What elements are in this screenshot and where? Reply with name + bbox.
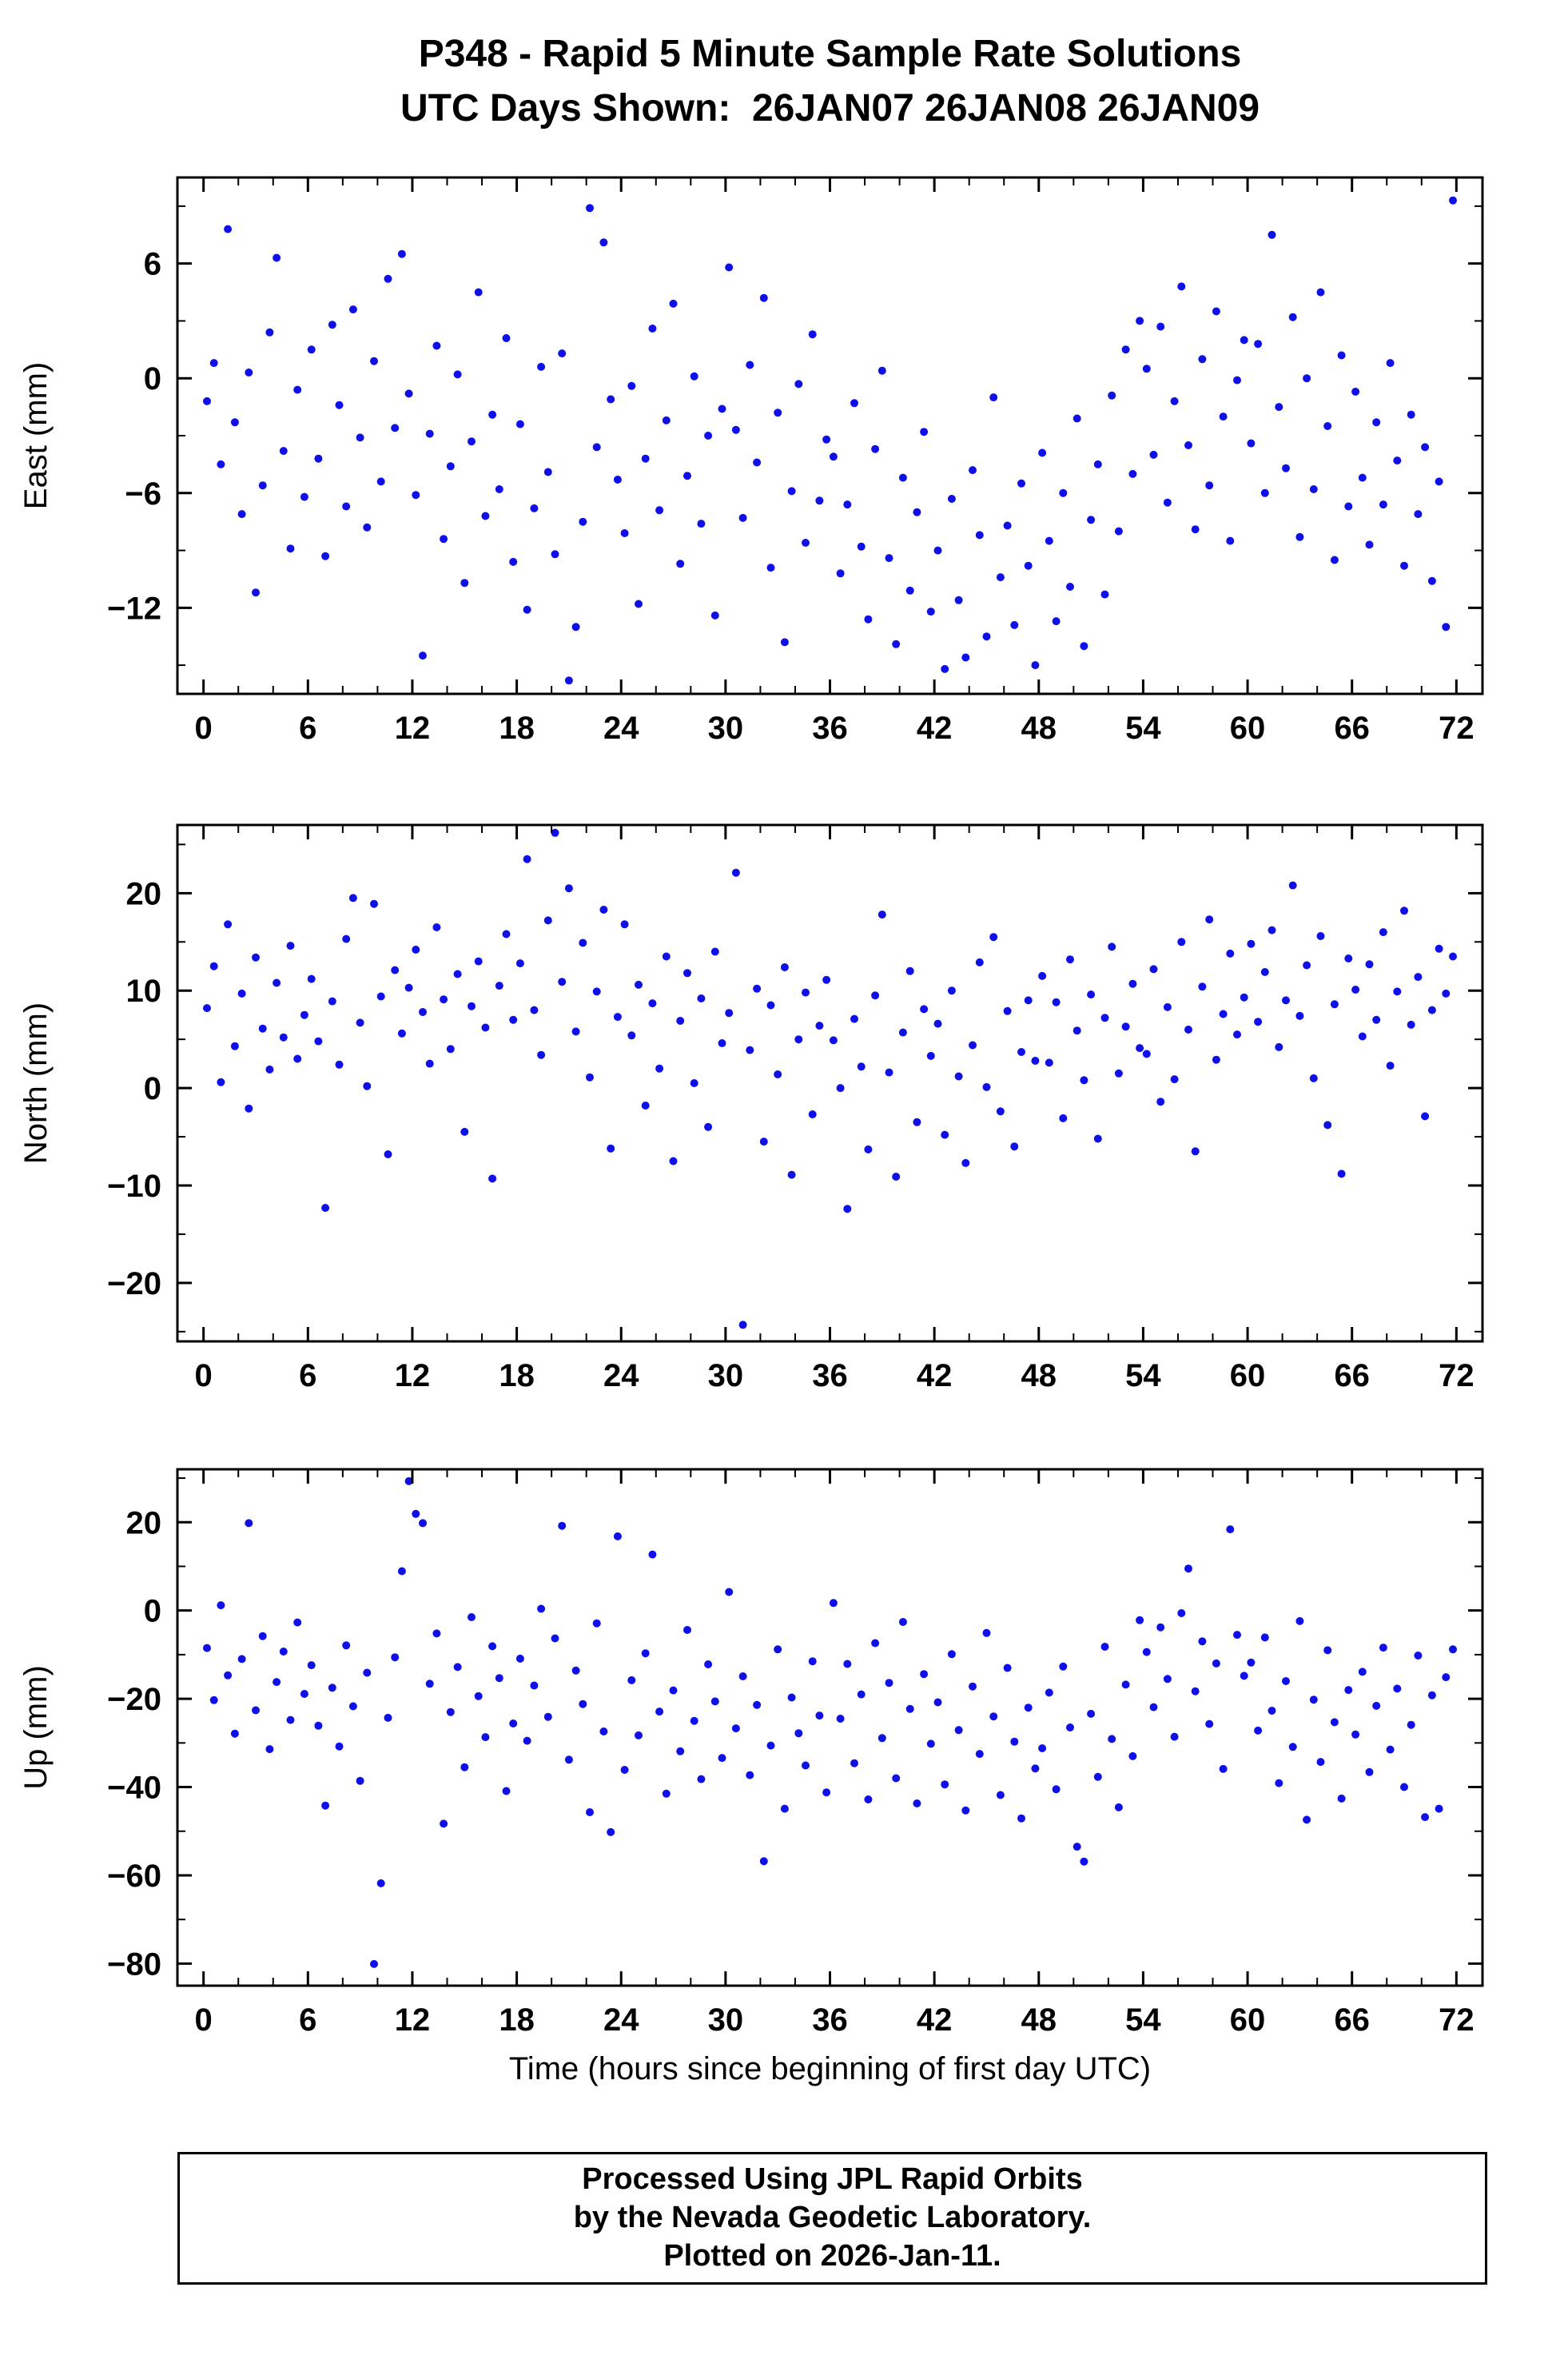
x-tick-label: 6 — [299, 1358, 316, 1393]
plot-frame — [176, 176, 1484, 695]
x-tick-label: 30 — [708, 1358, 744, 1393]
y-tick-label: −20 — [107, 1266, 161, 1301]
x-tick-label: 12 — [395, 1358, 431, 1393]
x-tick-label: 72 — [1439, 2002, 1474, 2038]
x-tick-label: 36 — [812, 1358, 848, 1393]
y-tick-label: 20 — [126, 876, 162, 911]
plot-frame — [176, 1468, 1484, 1987]
x-tick-label: 72 — [1439, 711, 1474, 746]
x-tick-label: 18 — [499, 2002, 535, 2038]
major-ticks — [177, 1469, 1482, 1986]
footer-line-1: Processed Using JPL Rapid Orbits — [582, 2162, 1083, 2197]
x-tick-label: 60 — [1230, 1358, 1266, 1393]
x-tick-label: 60 — [1230, 2002, 1266, 2038]
y-tick-label: 0 — [144, 361, 161, 396]
x-tick-label: 12 — [395, 2002, 431, 2038]
x-tick-label: 30 — [708, 2002, 744, 2038]
x-tick-label: 54 — [1125, 711, 1161, 746]
x-tick-label: 42 — [917, 2002, 953, 2038]
x-tick-label: 0 — [195, 2002, 213, 2038]
x-tick-label: 42 — [917, 1358, 953, 1393]
x-tick-label: 24 — [603, 2002, 639, 2038]
x-tick-label: 54 — [1125, 2002, 1161, 2038]
x-tick-label: 66 — [1334, 1358, 1370, 1393]
scatter-points — [203, 828, 1457, 1329]
minor-ticks — [177, 177, 1482, 694]
x-tick-label: 54 — [1125, 1358, 1161, 1393]
x-tick-label: 24 — [603, 711, 639, 746]
y-tick-label: −40 — [107, 1771, 161, 1806]
plot-subtitle: UTC Days Shown: 26JAN07 26JAN08 26JAN09 — [400, 87, 1260, 130]
x-tick-label: 66 — [1334, 2002, 1370, 2038]
x-tick-label: 12 — [395, 711, 431, 746]
x-tick-label: 6 — [299, 711, 316, 746]
x-tick-label: 24 — [603, 1358, 639, 1393]
up-component-chart: 0 6 12 18 24 30 36 42 48 54 60 66 72 −80 −60 −40 −20 0 20 U… — [18, 1468, 1484, 2038]
x-tick-label: 18 — [499, 711, 535, 746]
y-tick-label: 6 — [144, 247, 161, 282]
x-tick-label: 42 — [917, 711, 953, 746]
major-ticks — [177, 825, 1482, 1341]
y-tick-label: 10 — [126, 974, 162, 1009]
footer-line-3: Plotted on 2026-Jan-11. — [663, 2238, 1001, 2273]
y-tick-label: 20 — [126, 1505, 162, 1540]
y-axis-label: East (mm) — [18, 362, 54, 509]
x-tick-label: 48 — [1021, 1358, 1057, 1393]
x-tick-label: 6 — [299, 2002, 316, 2038]
y-tick-label: −10 — [107, 1169, 161, 1204]
y-axis-label: North (mm) — [18, 1002, 54, 1164]
y-tick-label: −12 — [107, 591, 161, 626]
major-ticks — [177, 177, 1482, 694]
x-tick-label: 36 — [812, 711, 848, 746]
x-axis-label: Time (hours since beginning of first day… — [508, 2051, 1152, 2086]
y-tick-label: −60 — [107, 1859, 161, 1894]
footer-line-2: by the Nevada Geodetic Laboratory. — [573, 2201, 1092, 2235]
x-tick-label: 66 — [1334, 711, 1370, 746]
y-tick-label: −80 — [107, 1947, 161, 1982]
minor-ticks — [177, 825, 1482, 1341]
x-tick-label: 30 — [708, 711, 744, 746]
x-tick-label: 60 — [1230, 711, 1266, 746]
x-tick-label: 0 — [195, 711, 213, 746]
north-component-chart: 0 6 12 18 24 30 36 42 48 54 60 66 72 −20 −10 0 10 20 North… — [18, 823, 1484, 1393]
y-tick-label: −6 — [125, 476, 161, 512]
footer-box: Processed Using JPL Rapid Orbits by the … — [177, 2152, 1487, 2285]
y-tick-label: 0 — [144, 1594, 161, 1629]
y-tick-label: −20 — [107, 1682, 161, 1717]
x-tick-label: 18 — [499, 1358, 535, 1393]
x-tick-label: 48 — [1021, 711, 1057, 746]
y-axis-label: Up (mm) — [18, 1665, 54, 1790]
y-tick-label: 0 — [144, 1071, 161, 1106]
x-tick-label: 48 — [1021, 2002, 1057, 2038]
plot-title: P348 - Rapid 5 Minute Sample Rate Soluti… — [418, 33, 1242, 75]
east-component-chart: 0 6 12 18 24 30 36 42 48 54 60 66 72 −12 −6 0 6 East (mm) — [18, 176, 1484, 746]
x-tick-label: 36 — [812, 2002, 848, 2038]
minor-ticks — [177, 1469, 1482, 1986]
x-tick-label: 72 — [1439, 1358, 1474, 1393]
scatter-points — [203, 1476, 1457, 1968]
scatter-points — [203, 196, 1457, 685]
x-tick-label: 0 — [195, 1358, 213, 1393]
